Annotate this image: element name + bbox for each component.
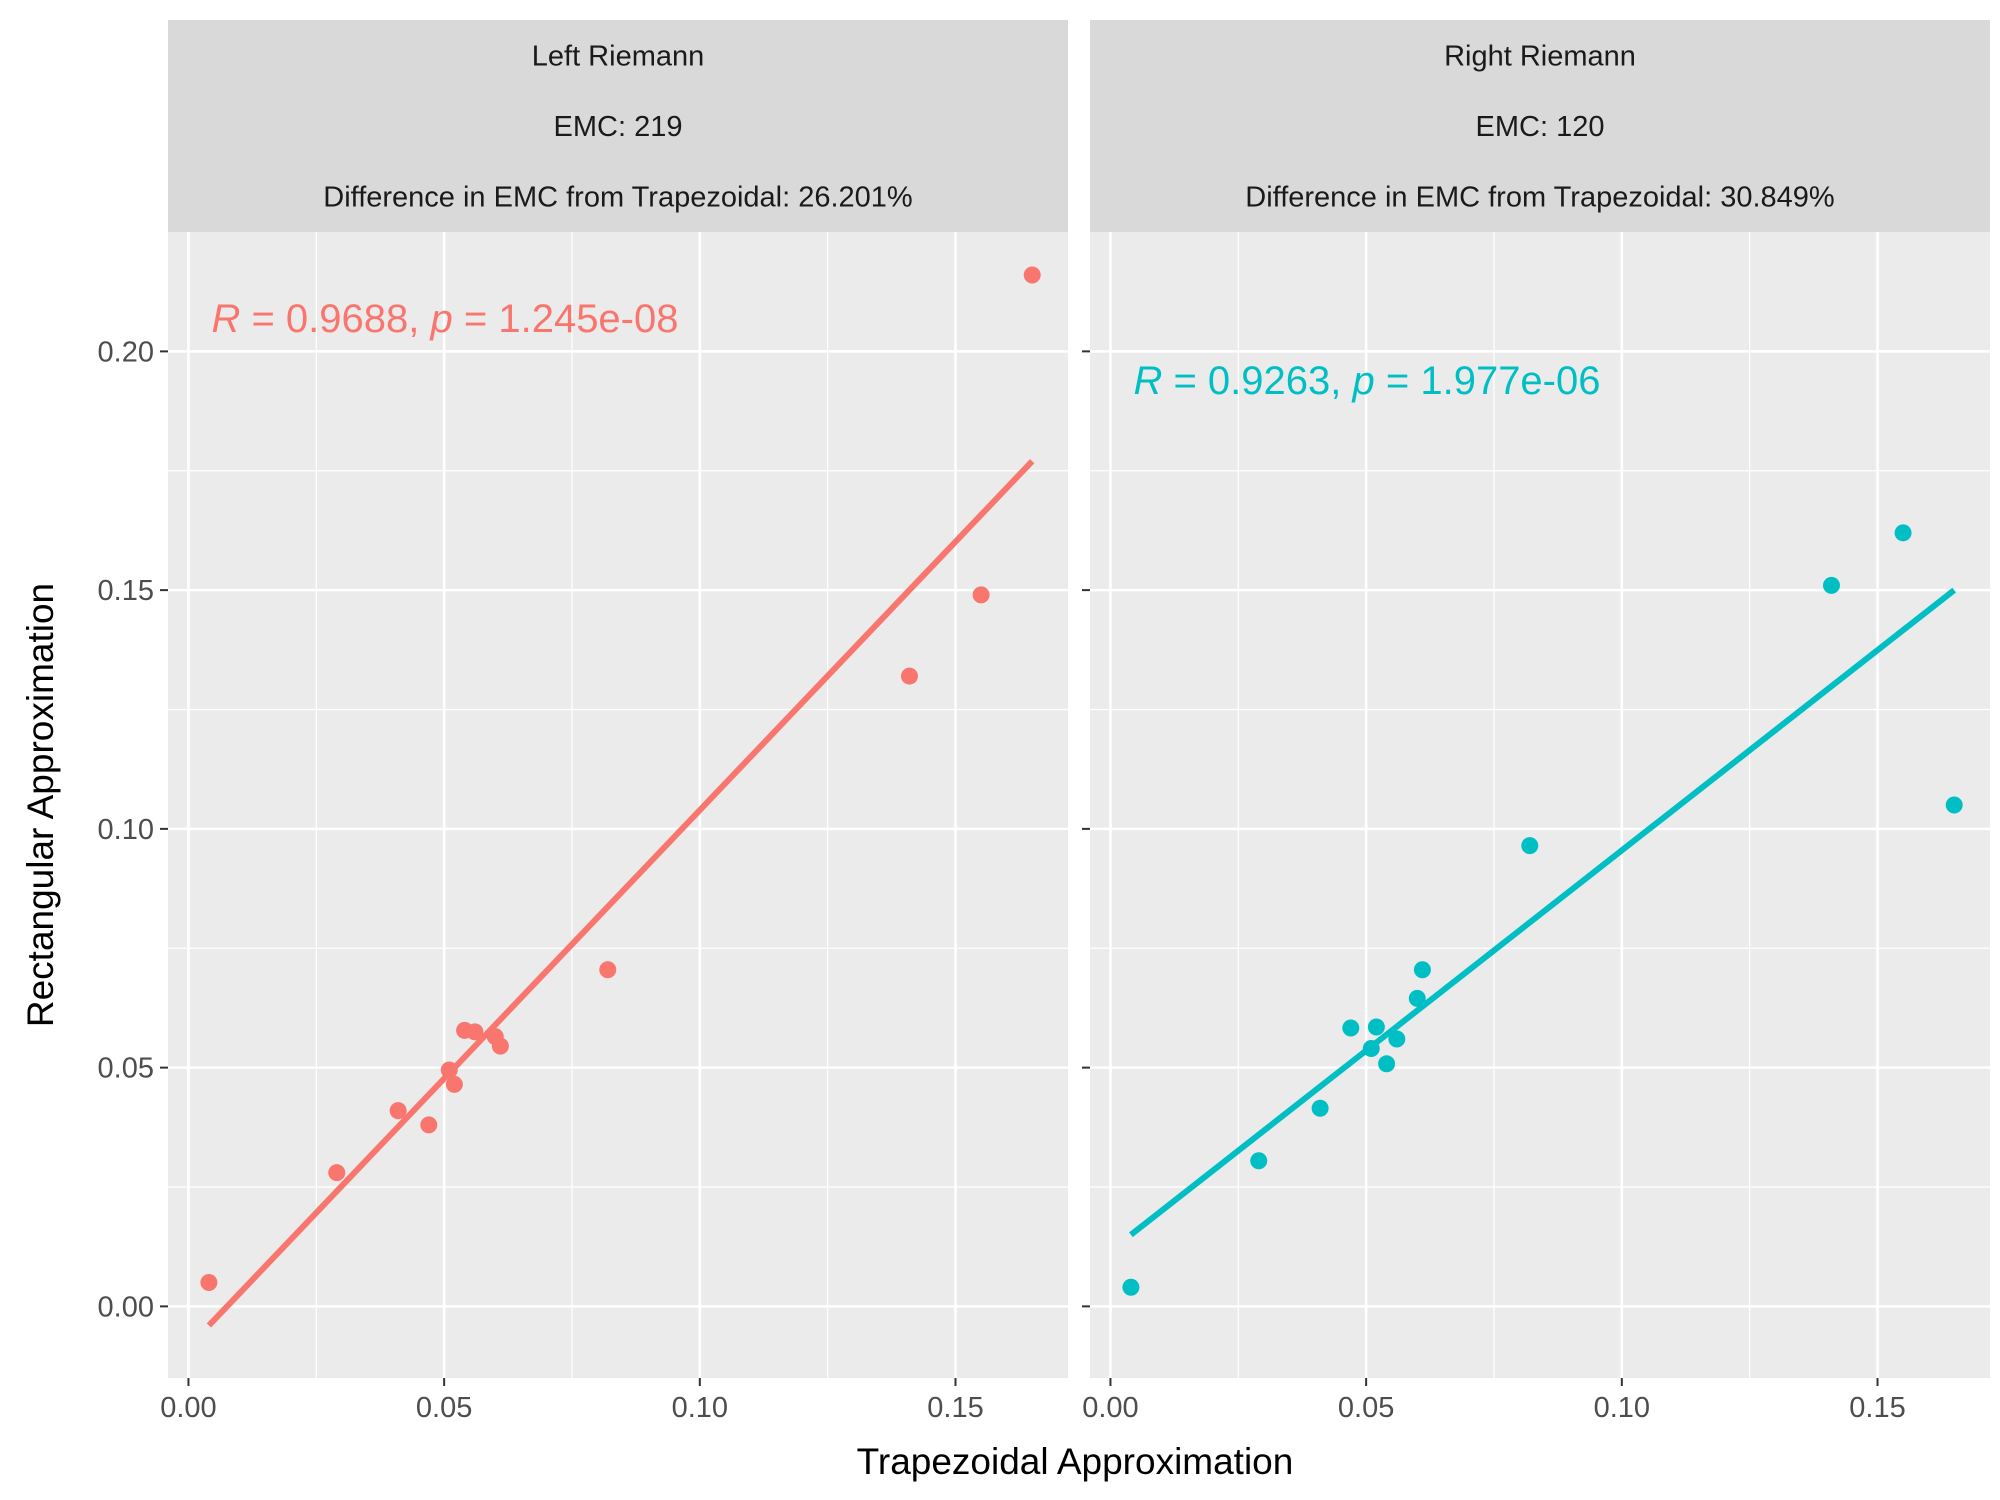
strip-label-1: Right Riemann bbox=[1444, 40, 1636, 72]
strip-background bbox=[168, 20, 1068, 232]
facet-panel-1: Left Riemann EMC: 219 Difference in EMC fr… bbox=[98, 20, 1068, 1424]
x-tick-label: 0.05 bbox=[416, 1392, 472, 1424]
x-tick-label: 0.15 bbox=[927, 1392, 983, 1424]
data-point bbox=[445, 1075, 463, 1093]
data-point bbox=[1367, 1018, 1385, 1036]
data-point bbox=[420, 1116, 438, 1134]
data-point bbox=[1250, 1152, 1268, 1170]
data-point bbox=[328, 1164, 346, 1182]
data-point bbox=[1378, 1055, 1396, 1073]
y-tick-label: 0.20 bbox=[98, 336, 154, 368]
data-point bbox=[1413, 961, 1431, 979]
data-point bbox=[440, 1061, 458, 1079]
x-tick-label: 0.10 bbox=[672, 1392, 728, 1424]
x-tick-label: 0.00 bbox=[1082, 1392, 1138, 1424]
x-tick-label: 0.05 bbox=[1338, 1392, 1394, 1424]
strip-label-3: Difference in EMC from Trapezoidal: 26.2… bbox=[323, 182, 912, 214]
strip-label-2: EMC: 120 bbox=[1476, 111, 1605, 143]
data-point bbox=[1311, 1099, 1329, 1117]
facet-panel-2: Right Riemann EMC: 120 Difference in EMC f… bbox=[1082, 20, 1990, 1424]
correlation-annotation: R = 0.9263, p = 1.977e-06 bbox=[1133, 359, 1600, 403]
y-tick-label: 0.10 bbox=[98, 814, 154, 846]
data-point bbox=[1023, 266, 1041, 284]
data-point bbox=[1894, 524, 1912, 542]
data-point bbox=[1388, 1030, 1406, 1048]
strip-label-3: Difference in EMC from Trapezoidal: 30.8… bbox=[1245, 182, 1834, 214]
strip-label-2: EMC: 219 bbox=[554, 111, 683, 143]
data-point bbox=[200, 1274, 218, 1291]
regression-line bbox=[206, 459, 1035, 1328]
x-tick-label: 0.00 bbox=[160, 1392, 216, 1424]
data-point bbox=[1521, 837, 1539, 855]
y-tick-label: 0.05 bbox=[98, 1053, 154, 1085]
panel-background bbox=[1090, 232, 1990, 1378]
data-point bbox=[466, 1023, 484, 1041]
y-tick-label: 0.15 bbox=[98, 575, 154, 607]
strip-label-1: Left Riemann bbox=[532, 40, 705, 72]
data-point bbox=[1122, 1278, 1140, 1296]
correlation-annotation: R = 0.9688, p = 1.245e-08 bbox=[211, 297, 678, 341]
data-point bbox=[1945, 796, 1963, 814]
data-point bbox=[599, 961, 617, 979]
x-tick-label: 0.15 bbox=[1849, 1392, 1905, 1424]
x-tick-label: 0.10 bbox=[1594, 1392, 1650, 1424]
data-point bbox=[1362, 1040, 1380, 1058]
y-tick-label: 0.00 bbox=[98, 1291, 154, 1323]
data-point bbox=[389, 1102, 407, 1120]
data-point bbox=[1408, 989, 1426, 1007]
data-point bbox=[900, 667, 918, 685]
data-point bbox=[972, 586, 990, 604]
panel-background bbox=[168, 232, 1068, 1378]
y-axis-title: Rectangular Approximation bbox=[20, 583, 61, 1027]
data-point bbox=[1822, 576, 1840, 594]
strip-background bbox=[1090, 20, 1990, 232]
data-point bbox=[1342, 1019, 1360, 1037]
data-point bbox=[491, 1037, 509, 1055]
x-axis-title: Trapezoidal Approximation bbox=[857, 1441, 1294, 1482]
regression-line bbox=[1129, 587, 1957, 1238]
